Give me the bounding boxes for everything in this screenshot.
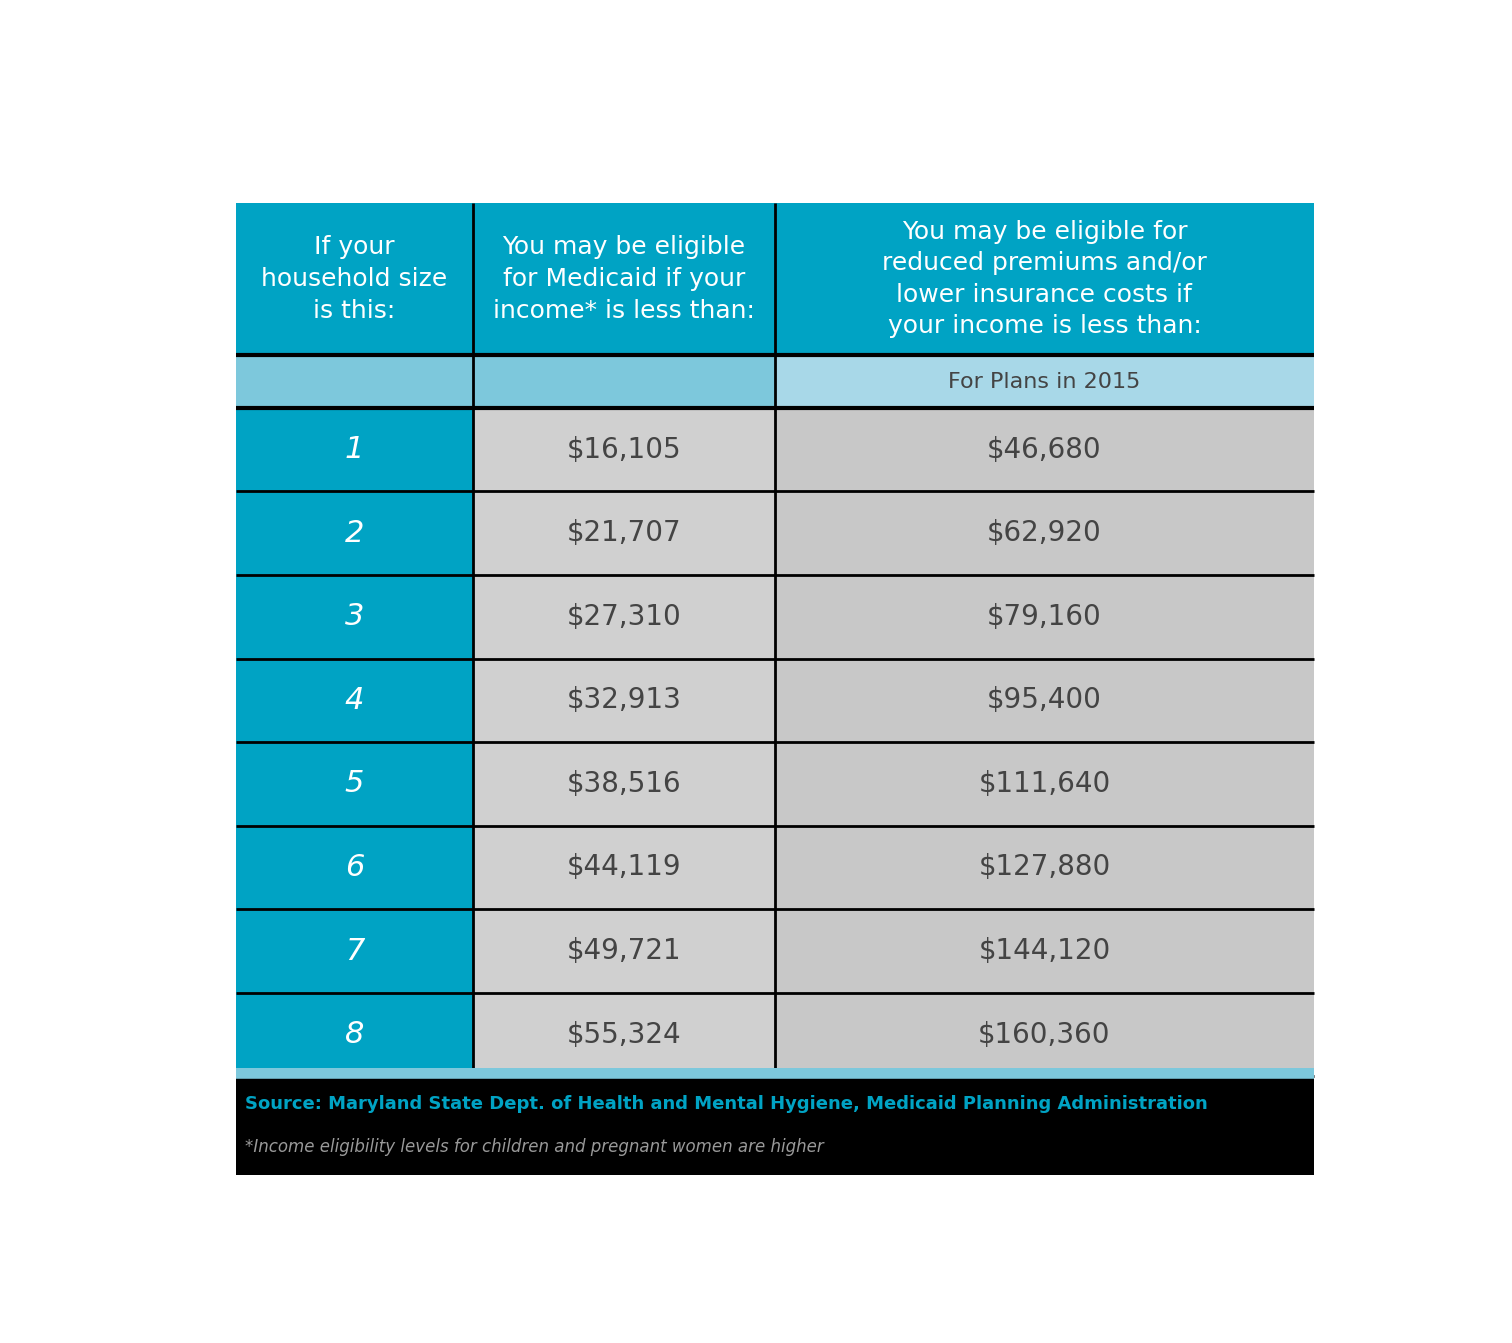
Text: $95,400: $95,400 bbox=[987, 686, 1102, 714]
Text: 7: 7 bbox=[345, 936, 364, 966]
Text: $44,119: $44,119 bbox=[567, 853, 682, 881]
Text: If your
household size
is this:: If your household size is this: bbox=[262, 235, 448, 322]
Text: $79,160: $79,160 bbox=[987, 603, 1102, 631]
Bar bbox=[236, 826, 473, 909]
Text: 8: 8 bbox=[345, 1021, 364, 1049]
Text: $49,721: $49,721 bbox=[567, 937, 682, 966]
Bar bbox=[473, 575, 774, 658]
Text: $127,880: $127,880 bbox=[978, 853, 1110, 881]
Text: $46,680: $46,680 bbox=[987, 435, 1102, 463]
Text: *Income eligibility levels for children and pregnant women are higher: *Income eligibility levels for children … bbox=[245, 1139, 824, 1156]
Text: $16,105: $16,105 bbox=[567, 435, 682, 463]
Bar bbox=[473, 909, 774, 992]
Bar bbox=[774, 356, 1314, 408]
Bar bbox=[473, 743, 774, 826]
Text: $160,360: $160,360 bbox=[978, 1021, 1111, 1049]
Text: 2: 2 bbox=[345, 518, 364, 548]
Bar bbox=[473, 408, 774, 492]
Text: Source: Maryland State Dept. of Health and Mental Hygiene, Medicaid Planning Adm: Source: Maryland State Dept. of Health a… bbox=[245, 1095, 1208, 1113]
Bar bbox=[236, 909, 473, 992]
Bar bbox=[774, 492, 1314, 575]
Bar bbox=[236, 575, 473, 658]
Bar bbox=[774, 575, 1314, 658]
Text: For Plans in 2015: For Plans in 2015 bbox=[948, 372, 1140, 392]
Text: $144,120: $144,120 bbox=[978, 937, 1110, 966]
Bar bbox=[236, 658, 473, 743]
Text: You may be eligible
for Medicaid if your
income* is less than:: You may be eligible for Medicaid if your… bbox=[493, 235, 754, 322]
Bar bbox=[236, 1068, 1314, 1076]
Text: 1: 1 bbox=[345, 435, 364, 465]
Bar bbox=[774, 658, 1314, 743]
Bar bbox=[236, 492, 473, 575]
Bar bbox=[473, 658, 774, 743]
Bar bbox=[236, 743, 473, 826]
Bar bbox=[473, 203, 774, 356]
Bar bbox=[236, 992, 473, 1076]
Bar bbox=[774, 743, 1314, 826]
Bar bbox=[774, 408, 1314, 492]
Bar bbox=[236, 203, 473, 356]
Text: $55,324: $55,324 bbox=[567, 1021, 682, 1049]
Text: $62,920: $62,920 bbox=[987, 520, 1102, 547]
Bar bbox=[774, 992, 1314, 1076]
Text: 6: 6 bbox=[345, 853, 364, 882]
Text: 3: 3 bbox=[345, 602, 364, 631]
Bar bbox=[774, 909, 1314, 992]
Text: $111,640: $111,640 bbox=[978, 770, 1110, 798]
Bar bbox=[473, 826, 774, 909]
Bar bbox=[236, 356, 473, 408]
Bar bbox=[236, 408, 473, 492]
Bar bbox=[473, 992, 774, 1076]
Text: $21,707: $21,707 bbox=[567, 520, 682, 547]
Text: 4: 4 bbox=[345, 686, 364, 714]
Bar bbox=[473, 492, 774, 575]
Text: You may be eligible for
reduced premiums and/or
lower insurance costs if
your in: You may be eligible for reduced premiums… bbox=[881, 220, 1207, 338]
Bar bbox=[236, 1076, 1314, 1175]
Text: $32,913: $32,913 bbox=[567, 686, 682, 714]
Bar bbox=[473, 356, 774, 408]
Text: 5: 5 bbox=[345, 770, 364, 798]
Bar bbox=[774, 826, 1314, 909]
Text: $27,310: $27,310 bbox=[567, 603, 682, 631]
Bar bbox=[774, 203, 1314, 356]
Text: $38,516: $38,516 bbox=[567, 770, 682, 798]
